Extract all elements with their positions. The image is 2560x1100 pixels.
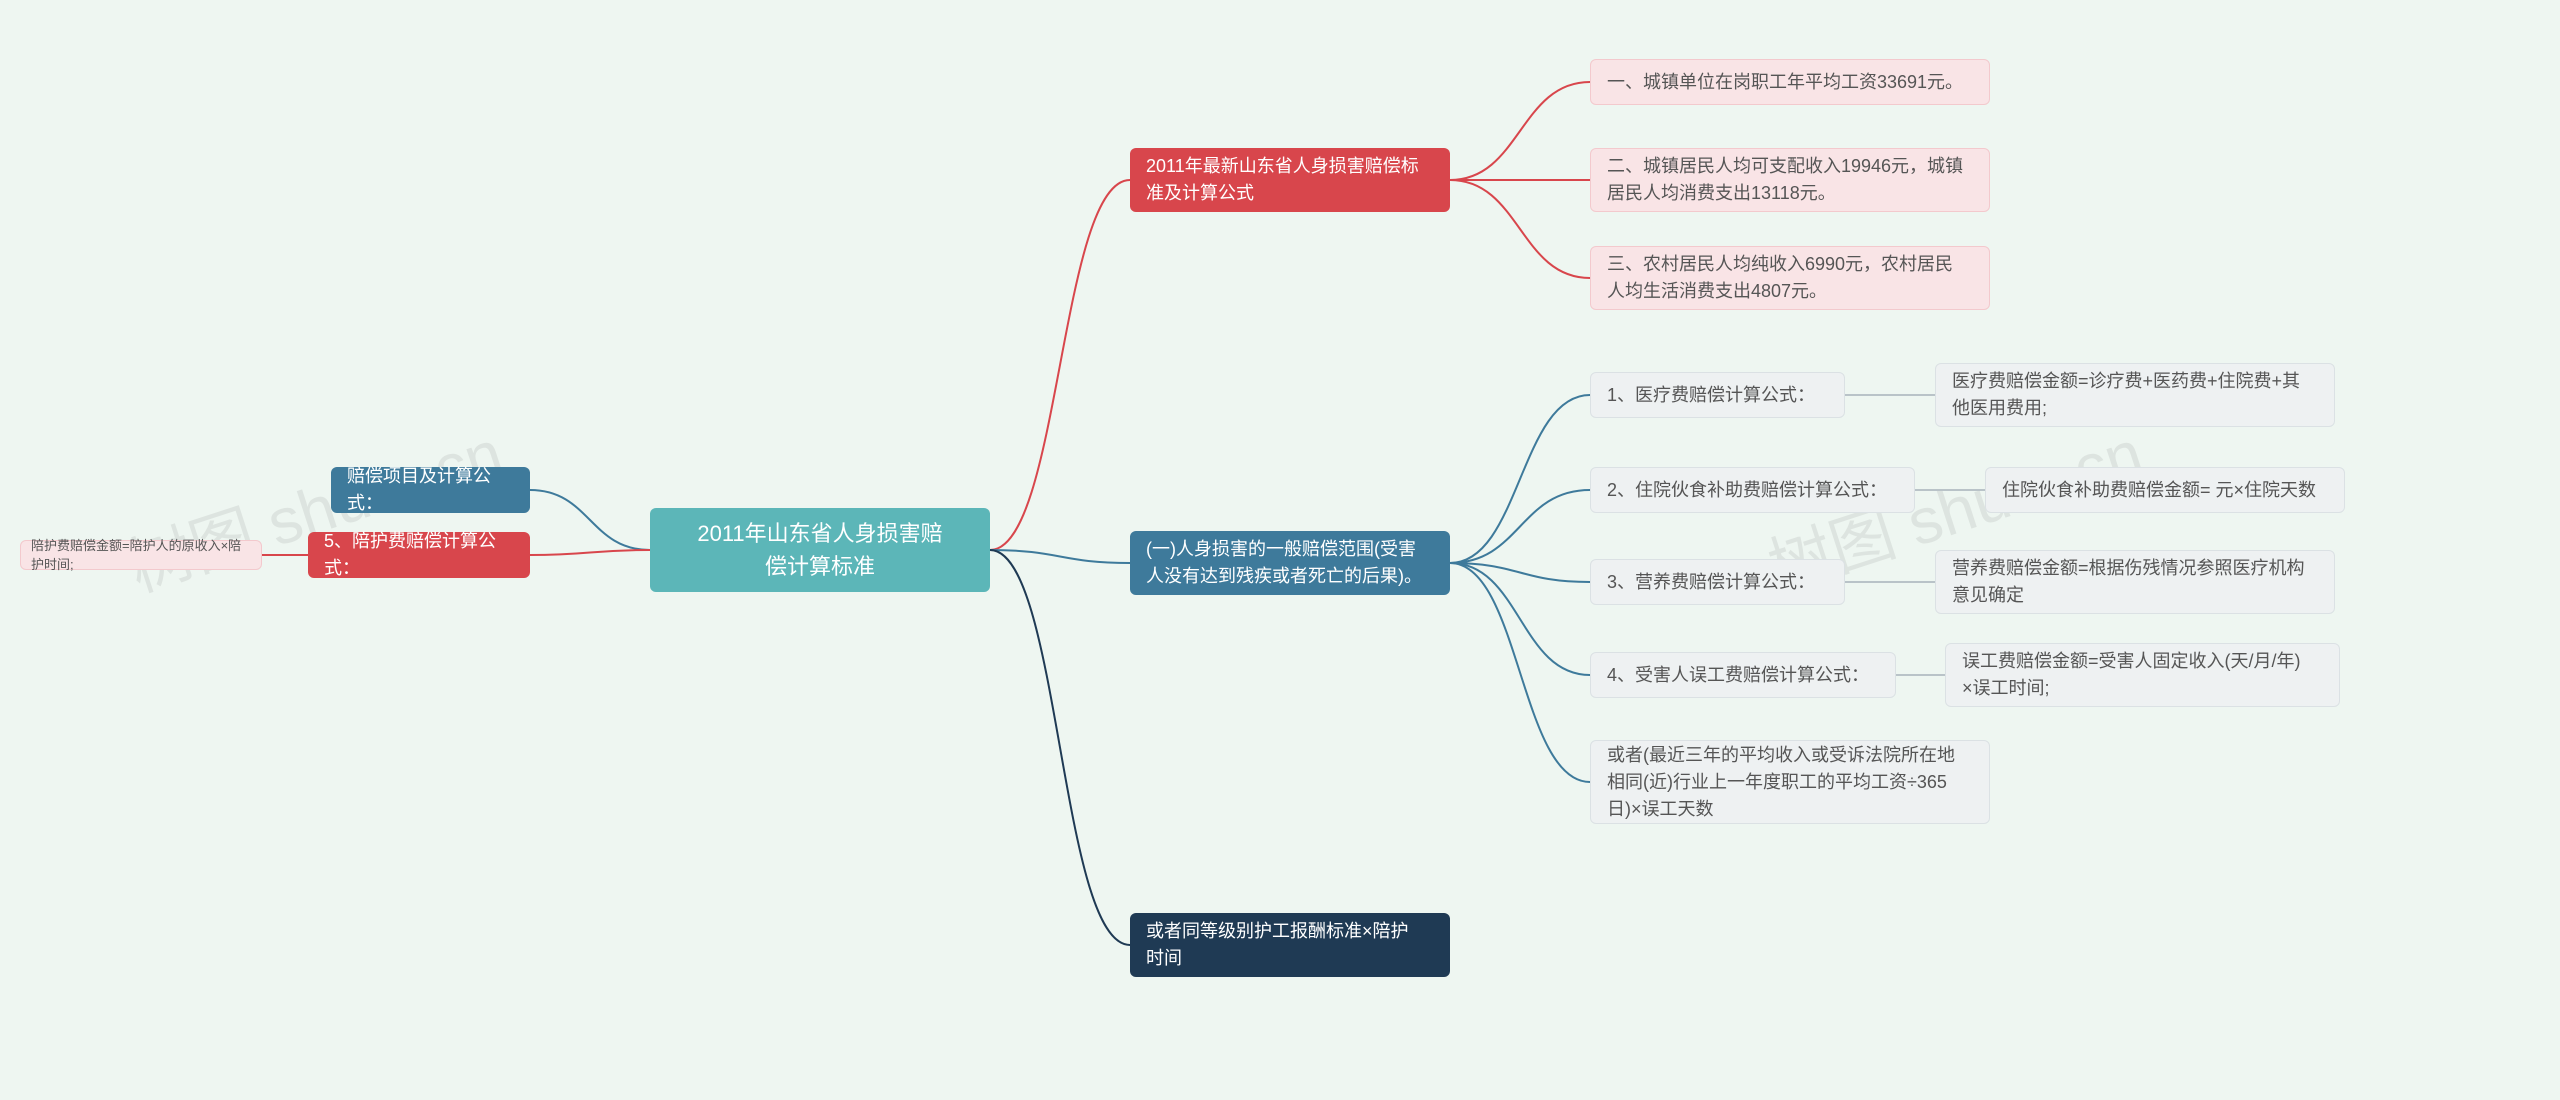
right-branch-2: (一)人身损害的一般赔偿范围(受害 人没有达到残疾或者死亡的后果)。 <box>1130 531 1450 595</box>
r2-child-d-sub-line1: 误工费赔偿金额=受害人固定收入(天/月/年) <box>1962 651 2301 671</box>
r2-child-a-sub: 医疗费赔偿金额=诊疗费+医药费+住院费+其 他医用费用; <box>1935 363 2335 427</box>
r1-child-b-line1: 二、城镇居民人均可支配收入19946元，城镇 <box>1607 156 1963 176</box>
r2-child-b-sub: 住院伙食补助费赔偿金额= 元×住院天数 <box>1985 467 2345 513</box>
root-node: 2011年山东省人身损害赔 偿计算标准 <box>650 508 990 592</box>
r2-child-c: 3、营养费赔偿计算公式： <box>1590 559 1845 605</box>
r2-child-e-line3: 日)×误工天数 <box>1607 799 1714 819</box>
right-branch-3: 或者同等级别护工报酬标准×陪护 时间 <box>1130 913 1450 977</box>
r2-child-e: 或者(最近三年的平均收入或受诉法院所在地 相同(近)行业上一年度职工的平均工资÷… <box>1590 740 1990 824</box>
right-branch-2-line1: (一)人身损害的一般赔偿范围(受害 <box>1146 539 1416 559</box>
right-branch-3-line1: 或者同等级别护工报酬标准×陪护 <box>1146 921 1409 941</box>
r1-child-a-text: 一、城镇单位在岗职工年平均工资33691元。 <box>1607 69 1963 96</box>
r1-child-c: 三、农村居民人均纯收入6990元，农村居民 人均生活消费支出4807元。 <box>1590 246 1990 310</box>
right-branch-2-line2: 人没有达到残疾或者死亡的后果)。 <box>1146 566 1422 586</box>
r2-child-d-sub-line2: ×误工时间; <box>1962 678 2050 698</box>
r2-child-a-sub-line2: 他医用费用; <box>1952 398 2047 418</box>
r2-child-a: 1、医疗费赔偿计算公式： <box>1590 372 1845 418</box>
r1-child-c-line1: 三、农村居民人均纯收入6990元，农村居民 <box>1607 254 1953 274</box>
r2-child-d: 4、受害人误工费赔偿计算公式： <box>1590 652 1896 698</box>
r2-child-a-text: 1、医疗费赔偿计算公式： <box>1607 382 1815 409</box>
r1-child-c-line2: 人均生活消费支出4807元。 <box>1607 281 1827 301</box>
left-branch-2-child: 陪护费赔偿金额=陪护人的原收入×陪护时间; <box>20 540 262 570</box>
r2-child-b: 2、住院伙食补助费赔偿计算公式： <box>1590 467 1915 513</box>
r2-child-c-sub-line2: 意见确定 <box>1952 585 2024 605</box>
r2-child-c-sub-line1: 营养费赔偿金额=根据伤残情况参照医疗机构 <box>1952 558 2305 578</box>
right-branch-1-line2: 准及计算公式 <box>1146 183 1254 203</box>
right-branch-1-line1: 2011年最新山东省人身损害赔偿标 <box>1146 156 1419 176</box>
left-branch-2-label: 5、陪护费赔偿计算公式： <box>324 528 514 582</box>
left-branch-1-label: 赔偿项目及计算公式： <box>347 463 514 517</box>
left-branch-1: 赔偿项目及计算公式： <box>331 467 530 513</box>
r2-child-d-text: 4、受害人误工费赔偿计算公式： <box>1607 662 1869 689</box>
r2-child-e-line2: 相同(近)行业上一年度职工的平均工资÷365 <box>1607 772 1947 792</box>
root-line1: 2011年山东省人身损害赔 <box>697 521 942 546</box>
left-branch-2: 5、陪护费赔偿计算公式： <box>308 532 530 578</box>
right-branch-3-line2: 时间 <box>1146 948 1182 968</box>
r2-child-d-sub: 误工费赔偿金额=受害人固定收入(天/月/年) ×误工时间; <box>1945 643 2340 707</box>
r2-child-a-sub-line1: 医疗费赔偿金额=诊疗费+医药费+住院费+其 <box>1952 371 2300 391</box>
root-line2: 偿计算标准 <box>765 554 875 579</box>
left-branch-2-child-text: 陪护费赔偿金额=陪护人的原收入×陪护时间; <box>31 536 251 575</box>
right-branch-1: 2011年最新山东省人身损害赔偿标 准及计算公式 <box>1130 148 1450 212</box>
r2-child-e-line1: 或者(最近三年的平均收入或受诉法院所在地 <box>1607 745 1955 765</box>
r1-child-b-line2: 居民人均消费支出13118元。 <box>1607 183 1836 203</box>
r2-child-c-sub: 营养费赔偿金额=根据伤残情况参照医疗机构 意见确定 <box>1935 550 2335 614</box>
r2-child-b-sub-text: 住院伙食补助费赔偿金额= 元×住院天数 <box>2002 477 2316 504</box>
r1-child-b: 二、城镇居民人均可支配收入19946元，城镇 居民人均消费支出13118元。 <box>1590 148 1990 212</box>
r2-child-c-text: 3、营养费赔偿计算公式： <box>1607 569 1815 596</box>
r1-child-a: 一、城镇单位在岗职工年平均工资33691元。 <box>1590 59 1990 105</box>
r2-child-b-text: 2、住院伙食补助费赔偿计算公式： <box>1607 477 1887 504</box>
